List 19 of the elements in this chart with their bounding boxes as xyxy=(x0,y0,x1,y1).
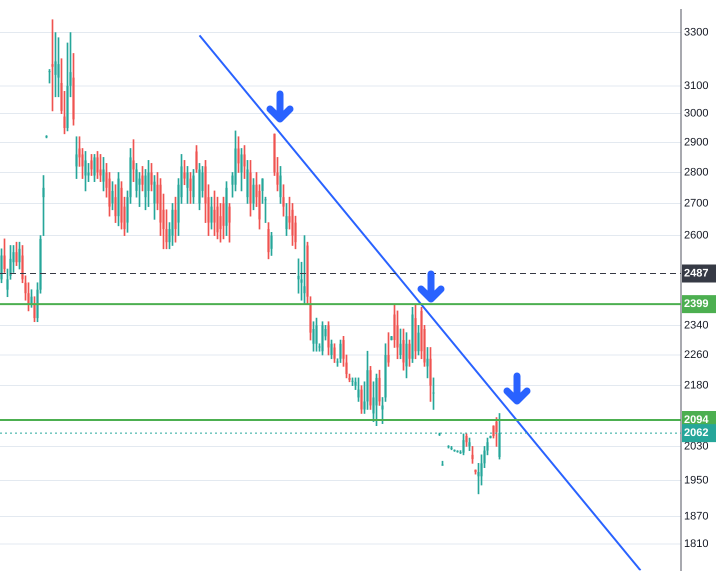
ref-line-label: 2094 xyxy=(684,414,710,426)
y-tick-label: 2700 xyxy=(684,197,708,210)
ref-line-label: 2062 xyxy=(684,427,708,440)
y-tick-label: 1870 xyxy=(684,510,708,522)
y-tick-label: 2180 xyxy=(684,380,708,392)
y-tick-label: 3300 xyxy=(684,26,708,39)
y-tick-label: 2800 xyxy=(684,166,708,179)
ref-line-label: 2399 xyxy=(684,298,708,310)
ref-line-label: 2487 xyxy=(684,267,708,280)
y-tick-label: 1810 xyxy=(684,538,708,550)
y-tick-label: 3000 xyxy=(684,108,708,120)
y-tick-label: 3100 xyxy=(684,80,708,92)
y-tick-label: 2030 xyxy=(684,440,708,452)
y-tick-label: 2900 xyxy=(684,136,708,149)
y-tick-label: 1950 xyxy=(684,474,708,487)
y-tick-label: 2340 xyxy=(684,319,708,332)
y-tick-label: 2600 xyxy=(684,230,708,242)
candlestick xyxy=(51,19,54,112)
y-tick-label: 2260 xyxy=(684,349,708,362)
